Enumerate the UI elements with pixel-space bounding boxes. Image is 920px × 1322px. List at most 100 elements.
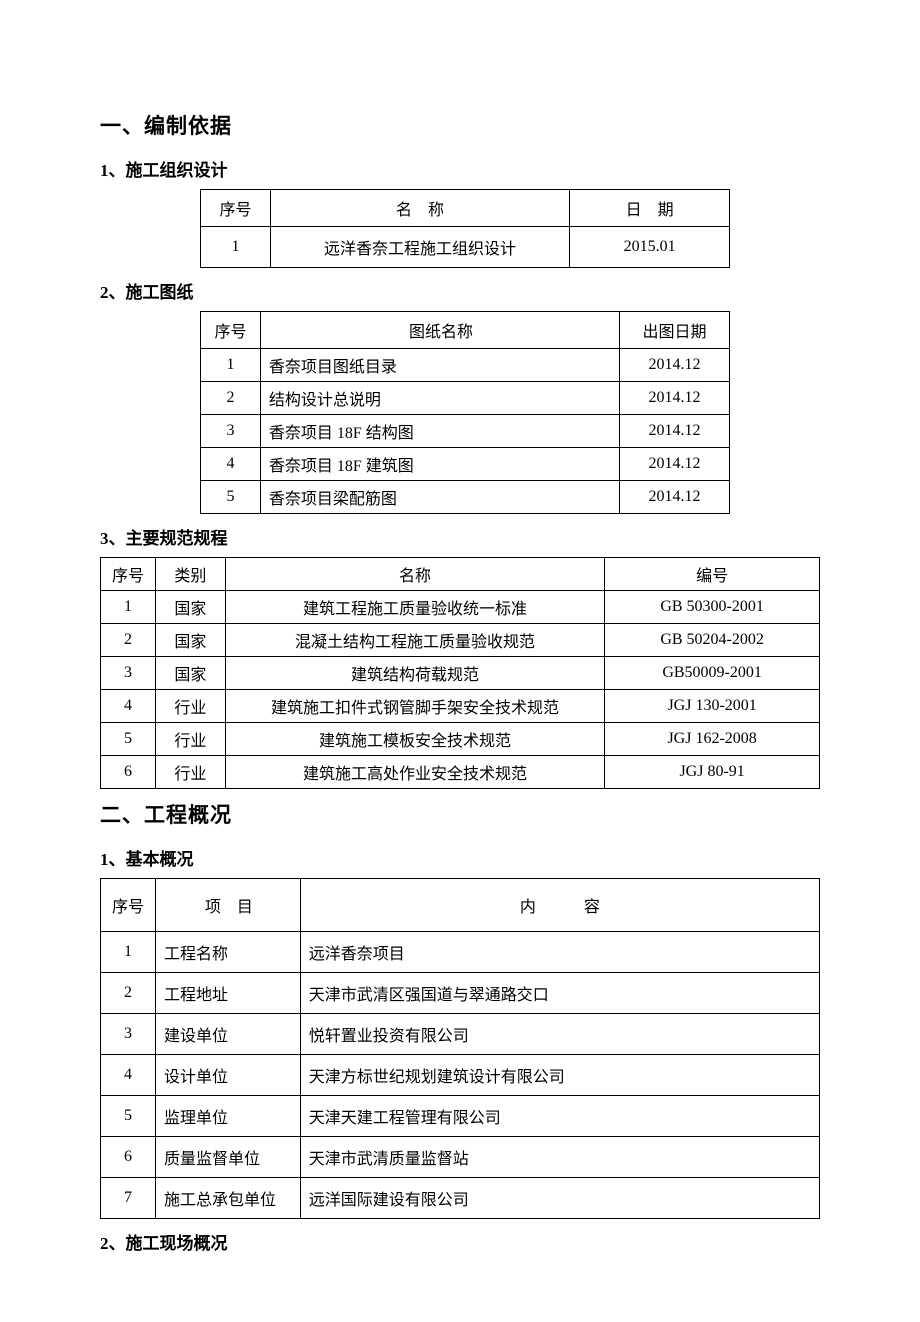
table-row: 4行业建筑施工扣件式钢管脚手架安全技术规范JGJ 130-2001 xyxy=(101,690,820,723)
table-row: 5监理单位天津天建工程管理有限公司 xyxy=(101,1096,820,1137)
table-standards: 序号 类别 名称 编号 1国家建筑工程施工质量验收统一标准GB 50300-20… xyxy=(100,557,820,789)
cell: 2014.12 xyxy=(620,415,730,448)
cell: 建筑施工高处作业安全技术规范 xyxy=(225,756,604,789)
cell: 行业 xyxy=(155,723,225,756)
cell: 5 xyxy=(101,723,156,756)
table-row: 1工程名称远洋香奈项目 xyxy=(101,932,820,973)
cell: 行业 xyxy=(155,690,225,723)
cell: GB 50204-2002 xyxy=(605,624,820,657)
col-header: 名称 xyxy=(225,558,604,591)
cell: 香奈项目 18F 结构图 xyxy=(260,415,619,448)
section1-sub3-title: 3、主要规范规程 xyxy=(100,524,820,549)
table-construction-design: 序号 名 称 日 期 1 远洋香奈工程施工组织设计 2015.01 xyxy=(200,189,730,268)
cell: 香奈项目图纸目录 xyxy=(260,349,619,382)
cell: 天津市武清区强国道与翠通路交口 xyxy=(300,973,819,1014)
cell: JGJ 162-2008 xyxy=(605,723,820,756)
table-row: 1香奈项目图纸目录2014.12 xyxy=(201,349,730,382)
cell: 1 xyxy=(101,932,156,973)
col-header: 类别 xyxy=(155,558,225,591)
cell: 国家 xyxy=(155,591,225,624)
cell: 天津天建工程管理有限公司 xyxy=(300,1096,819,1137)
cell: 工程名称 xyxy=(155,932,300,973)
table-row: 1国家建筑工程施工质量验收统一标准GB 50300-2001 xyxy=(101,591,820,624)
col-header: 内 容 xyxy=(300,879,819,932)
cell: 国家 xyxy=(155,624,225,657)
section1-sub1-title: 1、施工组织设计 xyxy=(100,156,820,181)
cell: 3 xyxy=(101,1014,156,1055)
cell: 2014.12 xyxy=(620,349,730,382)
cell: 6 xyxy=(101,756,156,789)
cell: 远洋香奈项目 xyxy=(300,932,819,973)
cell: 天津方标世纪规划建筑设计有限公司 xyxy=(300,1055,819,1096)
cell: 香奈项目梁配筋图 xyxy=(260,481,619,514)
table-row: 5香奈项目梁配筋图2014.12 xyxy=(201,481,730,514)
col-header: 序号 xyxy=(101,558,156,591)
cell: GB50009-2001 xyxy=(605,657,820,690)
section2-sub1-title: 1、基本概况 xyxy=(100,845,820,870)
cell: JGJ 80-91 xyxy=(605,756,820,789)
cell: 2 xyxy=(201,382,261,415)
table-header-row: 序号 项 目 内 容 xyxy=(101,879,820,932)
table-row: 7施工总承包单位远洋国际建设有限公司 xyxy=(101,1178,820,1219)
table-header-row: 序号 名 称 日 期 xyxy=(201,190,730,227)
cell: 香奈项目 18F 建筑图 xyxy=(260,448,619,481)
cell: 质量监督单位 xyxy=(155,1137,300,1178)
cell: 2014.12 xyxy=(620,382,730,415)
table-row: 4香奈项目 18F 建筑图2014.12 xyxy=(201,448,730,481)
cell: 建筑结构荷载规范 xyxy=(225,657,604,690)
section2-sub2-title: 2、施工现场概况 xyxy=(100,1229,820,1254)
cell: 6 xyxy=(101,1137,156,1178)
cell: 2015.01 xyxy=(570,227,730,268)
cell: 4 xyxy=(201,448,261,481)
cell: 7 xyxy=(101,1178,156,1219)
cell: 1 xyxy=(101,591,156,624)
table-drawings: 序号 图纸名称 出图日期 1香奈项目图纸目录2014.122结构设计总说明201… xyxy=(200,311,730,514)
col-header: 图纸名称 xyxy=(260,312,619,349)
cell: 悦轩置业投资有限公司 xyxy=(300,1014,819,1055)
cell: 国家 xyxy=(155,657,225,690)
col-header: 出图日期 xyxy=(620,312,730,349)
table-header-row: 序号 图纸名称 出图日期 xyxy=(201,312,730,349)
col-header: 编号 xyxy=(605,558,820,591)
cell: 施工总承包单位 xyxy=(155,1178,300,1219)
cell: 5 xyxy=(201,481,261,514)
table-row: 6行业建筑施工高处作业安全技术规范JGJ 80-91 xyxy=(101,756,820,789)
cell: 建筑施工扣件式钢管脚手架安全技术规范 xyxy=(225,690,604,723)
cell: 监理单位 xyxy=(155,1096,300,1137)
cell: 远洋香奈工程施工组织设计 xyxy=(270,227,569,268)
section1-sub2-title: 2、施工图纸 xyxy=(100,278,820,303)
col-header: 日 期 xyxy=(570,190,730,227)
cell: 2 xyxy=(101,624,156,657)
cell: 3 xyxy=(201,415,261,448)
cell: 2014.12 xyxy=(620,448,730,481)
cell: 天津市武清质量监督站 xyxy=(300,1137,819,1178)
table-row: 2工程地址天津市武清区强国道与翠通路交口 xyxy=(101,973,820,1014)
section2-heading: 二、工程概况 xyxy=(100,799,820,829)
table-row: 6质量监督单位天津市武清质量监督站 xyxy=(101,1137,820,1178)
cell: JGJ 130-2001 xyxy=(605,690,820,723)
col-header: 序号 xyxy=(201,312,261,349)
table-project-overview: 序号 项 目 内 容 1工程名称远洋香奈项目2工程地址天津市武清区强国道与翠通路… xyxy=(100,878,820,1219)
table-row: 3香奈项目 18F 结构图2014.12 xyxy=(201,415,730,448)
cell: 设计单位 xyxy=(155,1055,300,1096)
col-header: 序号 xyxy=(201,190,271,227)
col-header: 序号 xyxy=(101,879,156,932)
cell: 2014.12 xyxy=(620,481,730,514)
table-row: 2国家混凝土结构工程施工质量验收规范GB 50204-2002 xyxy=(101,624,820,657)
cell: 建筑施工模板安全技术规范 xyxy=(225,723,604,756)
cell: 4 xyxy=(101,690,156,723)
table-row: 1 远洋香奈工程施工组织设计 2015.01 xyxy=(201,227,730,268)
col-header: 名 称 xyxy=(270,190,569,227)
cell: GB 50300-2001 xyxy=(605,591,820,624)
cell: 5 xyxy=(101,1096,156,1137)
table-row: 2结构设计总说明2014.12 xyxy=(201,382,730,415)
cell: 1 xyxy=(201,349,261,382)
cell: 3 xyxy=(101,657,156,690)
cell: 建筑工程施工质量验收统一标准 xyxy=(225,591,604,624)
table-row: 3国家建筑结构荷载规范GB50009-2001 xyxy=(101,657,820,690)
cell: 远洋国际建设有限公司 xyxy=(300,1178,819,1219)
cell: 工程地址 xyxy=(155,973,300,1014)
cell: 4 xyxy=(101,1055,156,1096)
table-row: 3建设单位悦轩置业投资有限公司 xyxy=(101,1014,820,1055)
col-header: 项 目 xyxy=(155,879,300,932)
